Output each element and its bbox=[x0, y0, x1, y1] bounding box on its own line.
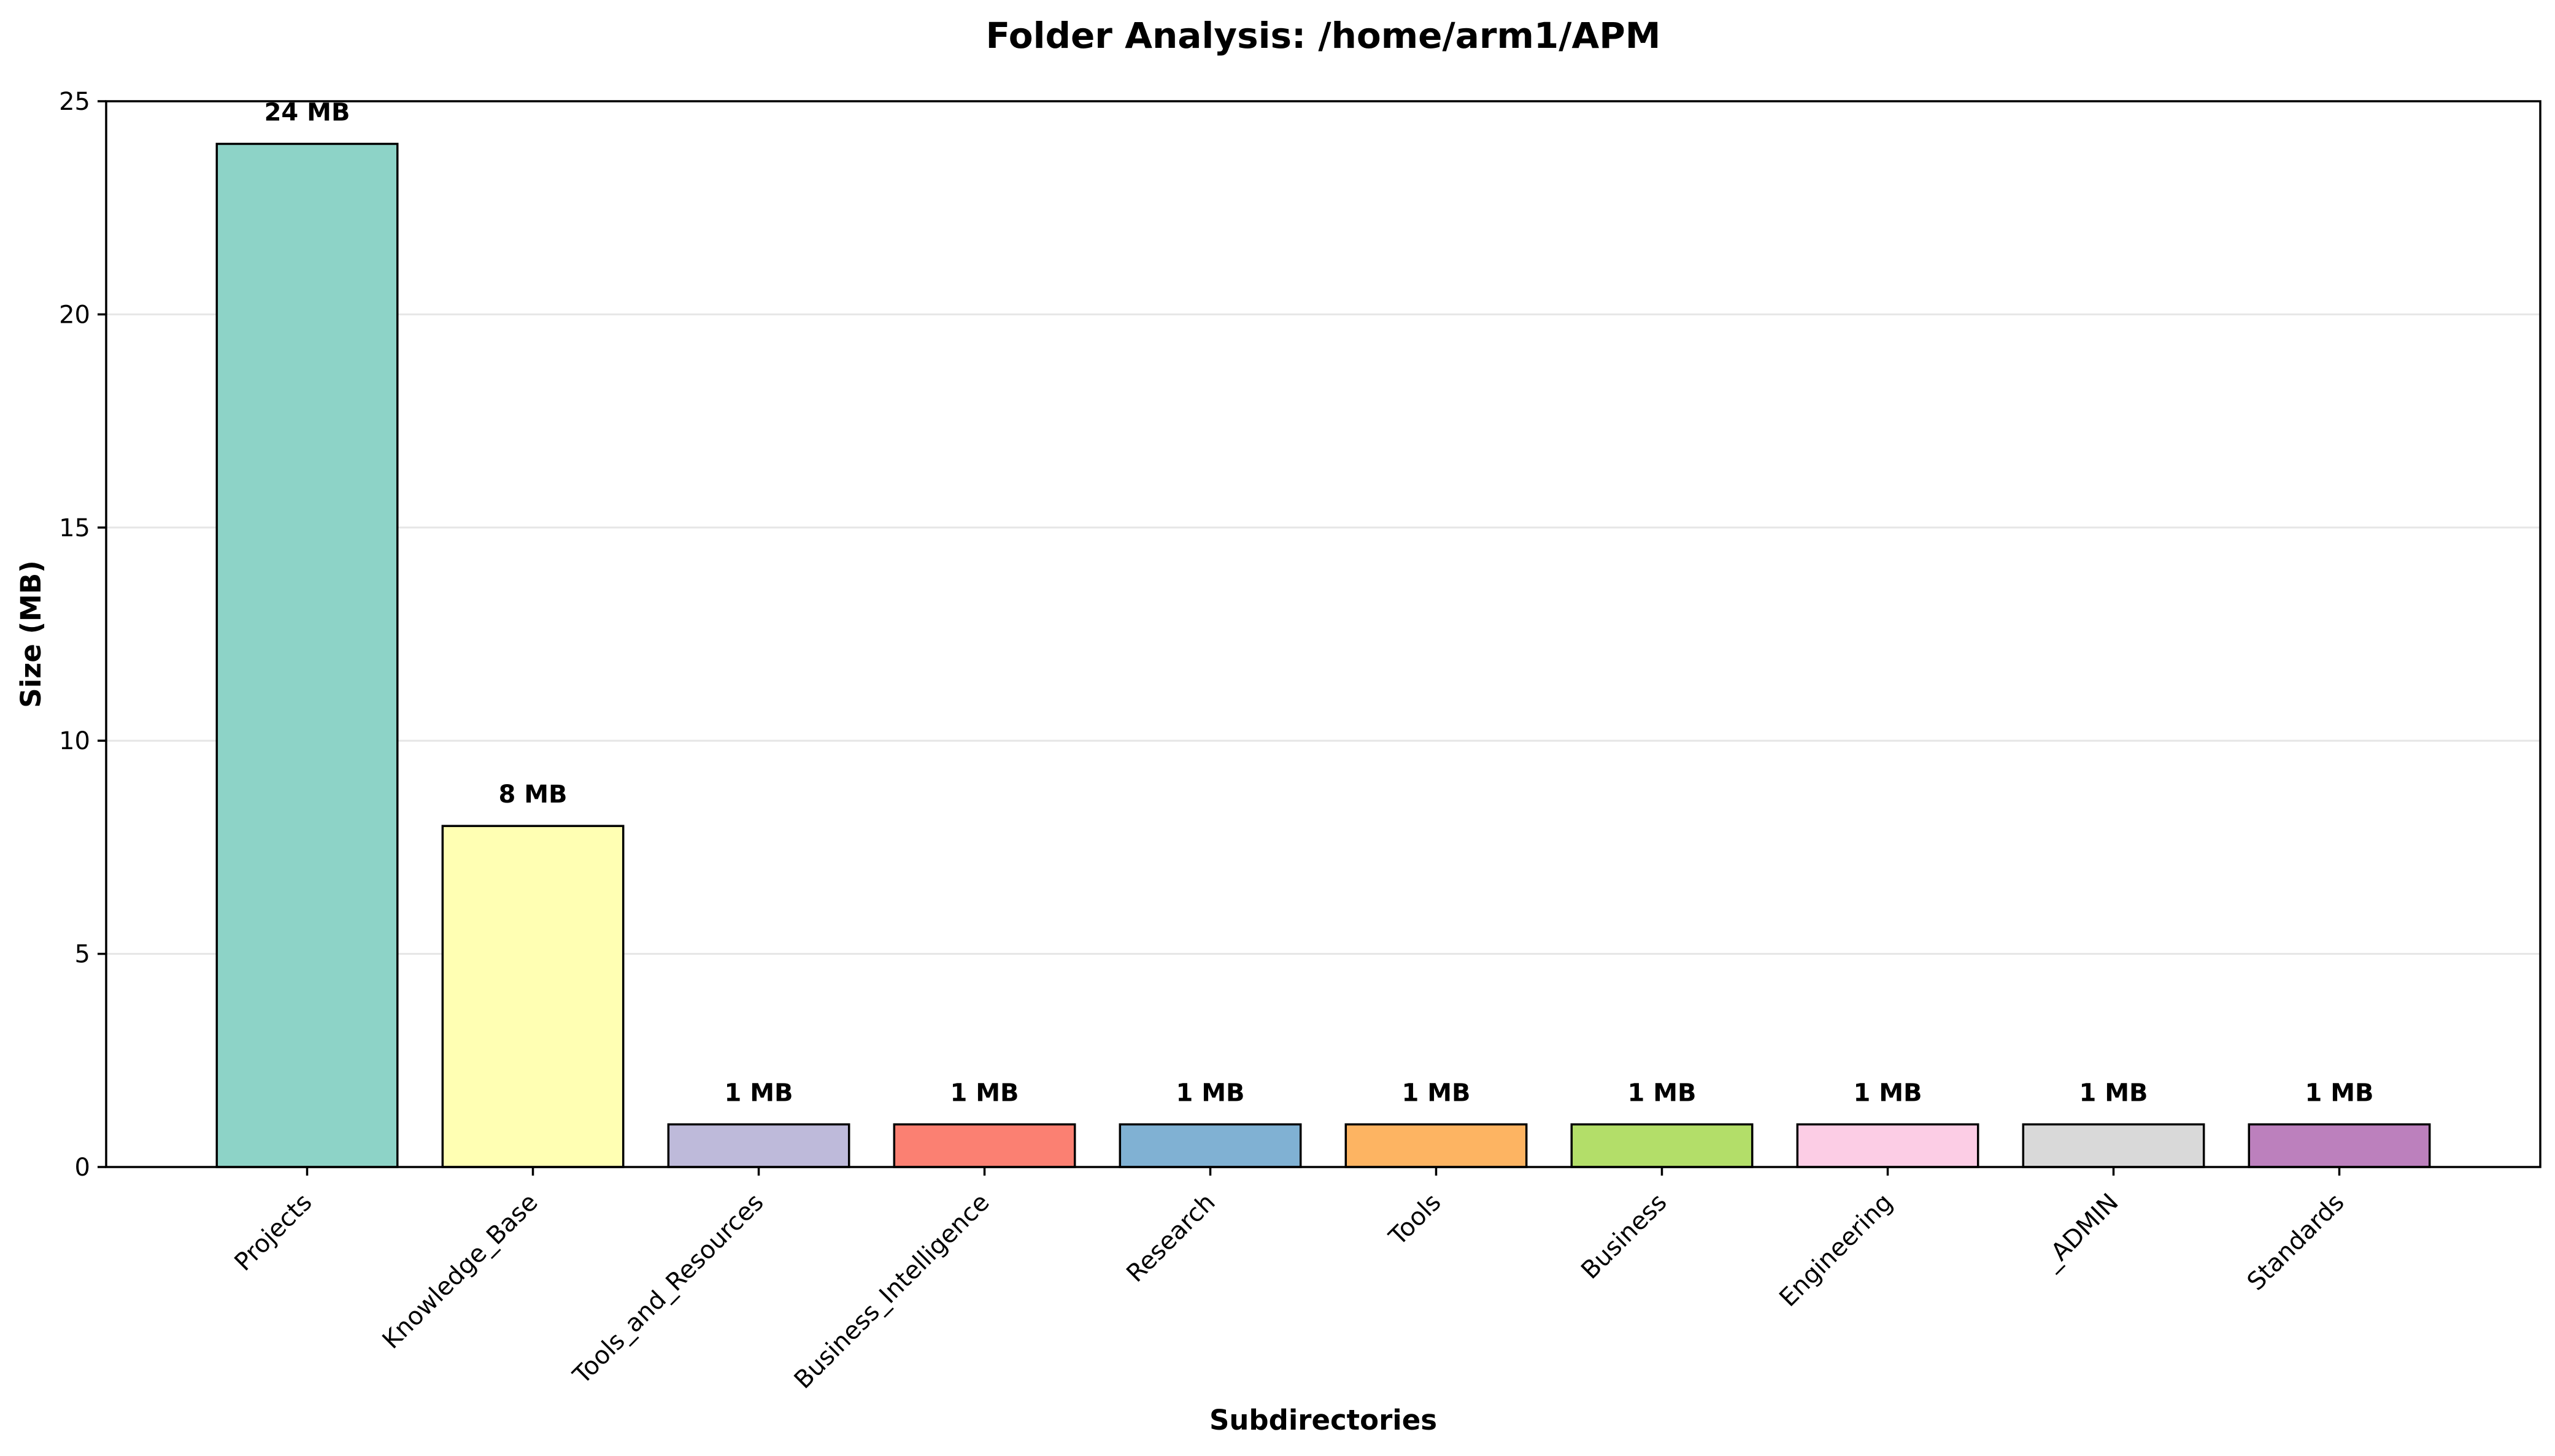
y-tick-label: 25 bbox=[59, 88, 90, 116]
x-tick-label: Standards bbox=[2242, 1188, 2350, 1296]
data-label: 1 MB bbox=[950, 1079, 1019, 1107]
y-tick-label: 5 bbox=[75, 941, 90, 969]
data-label: 1 MB bbox=[2305, 1079, 2373, 1107]
data-labels: 24 MB 8 MB 1 MB 1 MB 1 MB 1 MB 1 MB 1 MB 1 MB 1 M… bbox=[264, 98, 2374, 1107]
bar bbox=[2022, 1123, 2205, 1168]
bar bbox=[1119, 1123, 1302, 1168]
bar bbox=[215, 142, 399, 1168]
y-tick-label: 15 bbox=[59, 514, 90, 542]
chart-title: Folder Analysis: /home/arm1/APM bbox=[985, 15, 1660, 56]
y-tick-label: 20 bbox=[59, 301, 90, 329]
bar bbox=[1796, 1123, 1979, 1168]
data-label: 1 MB bbox=[1853, 1079, 1922, 1107]
bar bbox=[2248, 1123, 2431, 1168]
data-label: 1 MB bbox=[2079, 1079, 2148, 1107]
bar bbox=[441, 825, 625, 1168]
bar bbox=[1344, 1123, 1528, 1168]
data-label: 1 MB bbox=[1627, 1079, 1696, 1107]
data-label: 24 MB bbox=[264, 98, 350, 126]
y-tick-label: 0 bbox=[75, 1154, 90, 1182]
x-tick-label: Tools bbox=[1384, 1188, 1447, 1252]
x-tick-label: _ADMIN bbox=[2037, 1188, 2124, 1276]
x-tick-label: Business bbox=[1576, 1188, 1672, 1285]
plot-frame bbox=[105, 100, 2542, 1168]
x-axis-label: Subdirectories bbox=[1209, 1404, 1437, 1436]
bar bbox=[893, 1123, 1076, 1168]
data-label: 8 MB bbox=[498, 780, 567, 809]
bar bbox=[667, 1123, 850, 1168]
data-label: 1 MB bbox=[724, 1079, 793, 1107]
y-tick-label: 10 bbox=[59, 727, 90, 755]
grid-lines bbox=[106, 313, 2540, 955]
data-label: 1 MB bbox=[1401, 1079, 1470, 1107]
x-tick-label: Research bbox=[1121, 1188, 1220, 1288]
x-tick-label: Business_Intelligence bbox=[789, 1188, 995, 1395]
bars bbox=[215, 142, 2431, 1168]
x-tick-label: Knowledge_Base bbox=[377, 1188, 544, 1355]
x-tick-label: Engineering bbox=[1774, 1188, 1898, 1312]
data-label: 1 MB bbox=[1176, 1079, 1244, 1107]
bar bbox=[1570, 1123, 1754, 1168]
y-axis-label: Size (MB) bbox=[15, 560, 47, 707]
x-tick-label: Tools_and_Resources bbox=[568, 1188, 769, 1390]
x-tick-label: Projects bbox=[229, 1188, 318, 1277]
